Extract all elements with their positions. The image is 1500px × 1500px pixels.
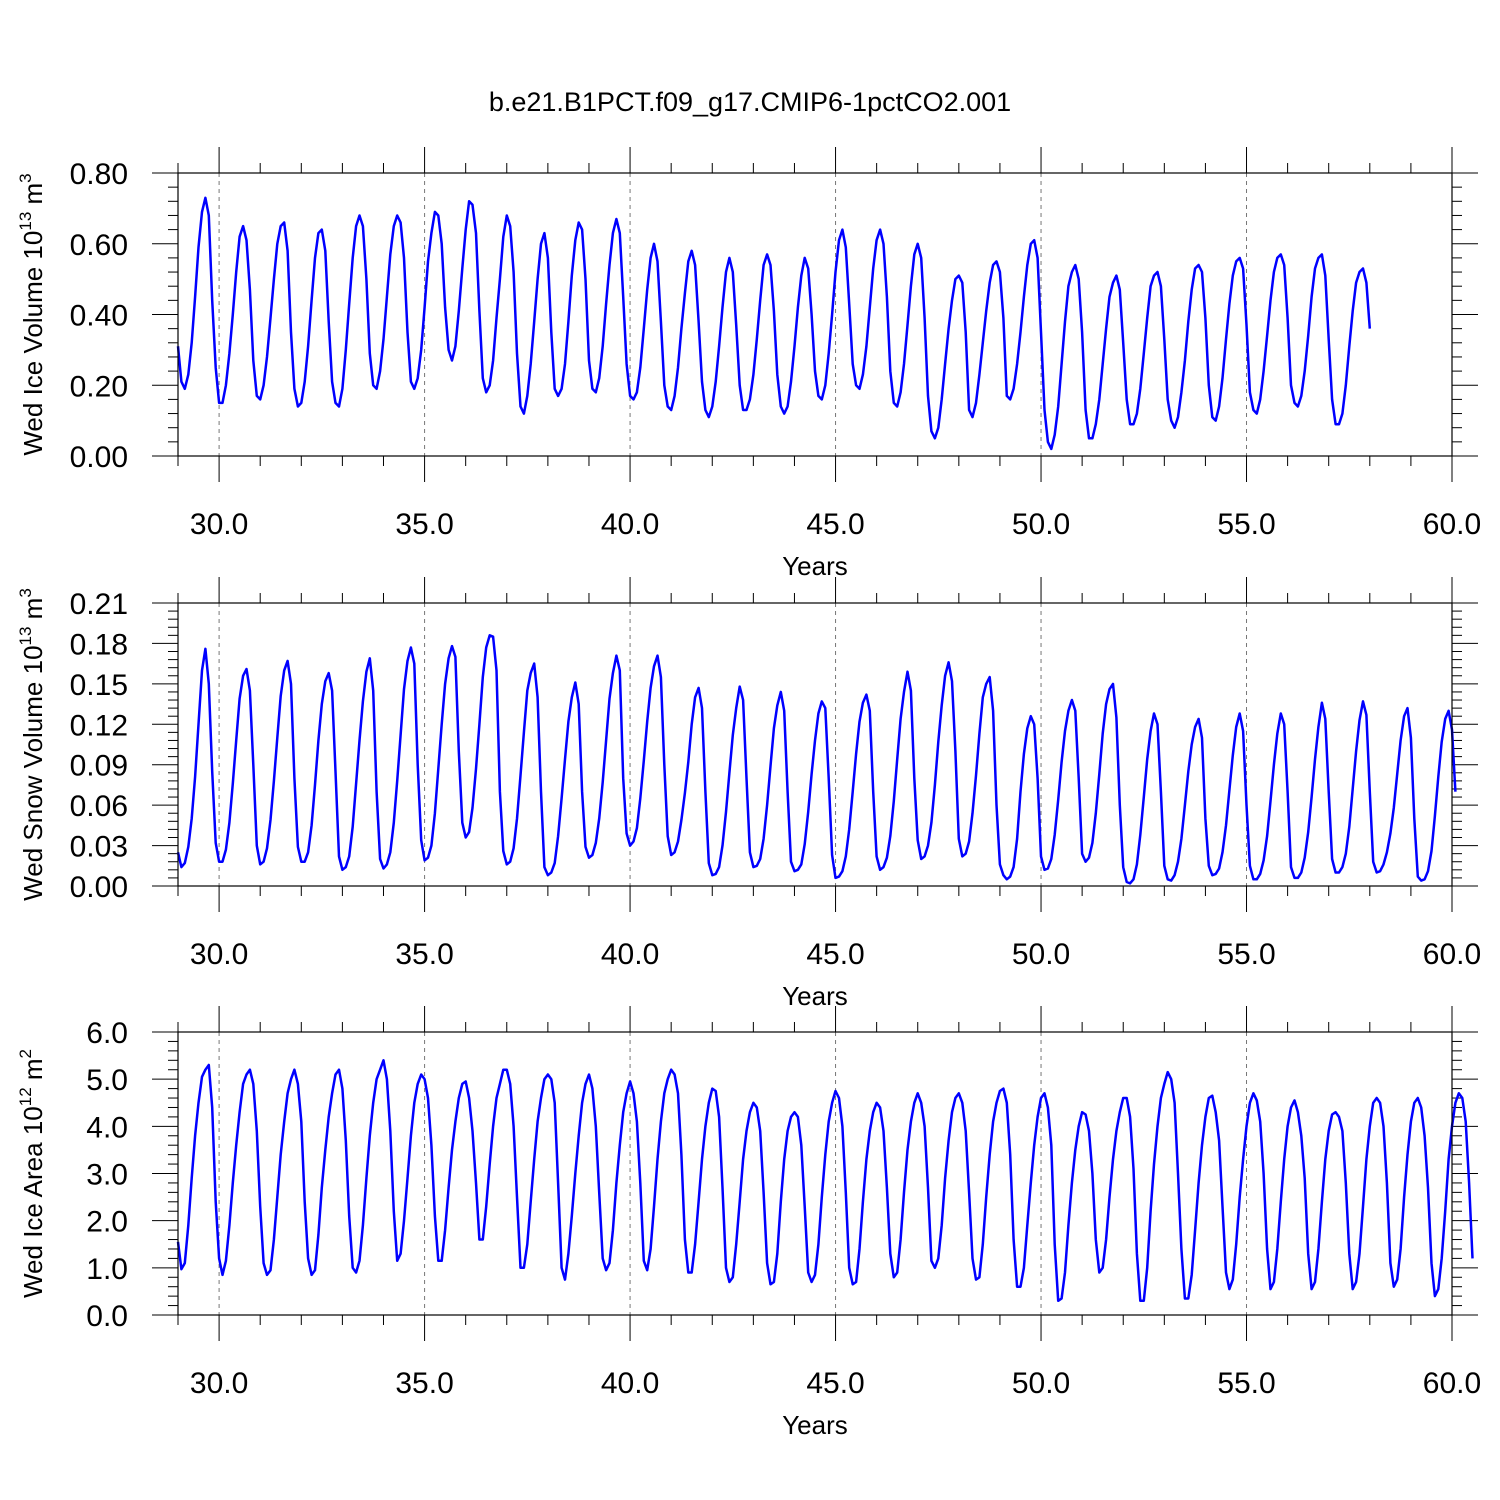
y-tick-label: 0.40 [70, 300, 128, 333]
y-tick-label: 1.0 [86, 1253, 128, 1286]
y-axis-label: Wed Snow Volume 1013 m3 [16, 588, 48, 901]
x-tick-label: 30.0 [190, 938, 248, 971]
series-line [176, 634, 1457, 885]
y-tick-label: 0.21 [70, 588, 128, 621]
x-tick-label: 60.0 [1423, 938, 1481, 971]
y-tick-label: 0.09 [70, 750, 128, 783]
x-tick-label: 55.0 [1217, 508, 1275, 541]
x-tick-label: 30.0 [190, 1367, 248, 1400]
series-line [176, 1059, 1474, 1303]
y-tick-label: 0.80 [70, 158, 128, 191]
x-axis-label: Years [782, 981, 848, 1011]
chart-title: b.e21.B1PCT.f09_g17.CMIP6-1pctCO2.001 [489, 87, 1011, 117]
y-tick-label: 0.0 [86, 1300, 128, 1333]
y-tick-label: 0.00 [70, 871, 128, 904]
x-tick-label: 40.0 [601, 1367, 659, 1400]
x-tick-label: 60.0 [1423, 1367, 1481, 1400]
y-tick-label: 0.06 [70, 790, 128, 823]
x-tick-label: 50.0 [1012, 938, 1070, 971]
y-tick-label: 0.20 [70, 370, 128, 403]
panel-3: 30.0 35.0 40.0 45.0 50.0 55.0 60.0 0.0 1.0 2.0 3.0… [16, 1006, 1481, 1440]
x-tick-label: 60.0 [1423, 508, 1481, 541]
y-axis-label: Wed Ice Volume 1013 m3 [16, 173, 48, 455]
x-tick-label: 35.0 [395, 1367, 453, 1400]
y-tick-label: 0.60 [70, 229, 128, 262]
panel-2: 30.0 35.0 40.0 45.0 50.0 55.0 60.0 0.00 0.03 0.06… [16, 577, 1481, 1011]
y-tick-label: 5.0 [86, 1064, 128, 1097]
y-tick-label: 2.0 [86, 1206, 128, 1239]
plot-frame [177, 1031, 1453, 1316]
panel-1: 30.0 35.0 40.0 45.0 50.0 55.0 60.0 0.00 0.20 0.40… [16, 147, 1481, 581]
x-tick-label: 40.0 [601, 938, 659, 971]
plot-frame [177, 172, 1453, 457]
x-tick-label: 35.0 [395, 938, 453, 971]
x-axis-label: Years [782, 1410, 848, 1440]
y-tick-label: 4.0 [86, 1111, 128, 1144]
x-tick-label: 45.0 [806, 1367, 864, 1400]
x-tick-label: 50.0 [1012, 508, 1070, 541]
series-line [176, 196, 1372, 451]
y-tick-label: 0.18 [70, 628, 128, 661]
x-tick-label: 50.0 [1012, 1367, 1070, 1400]
y-tick-label: 6.0 [86, 1017, 128, 1050]
y-tick-label: 0.12 [70, 709, 128, 742]
x-tick-label: 30.0 [190, 508, 248, 541]
x-tick-label: 35.0 [395, 508, 453, 541]
x-tick-label: 45.0 [806, 508, 864, 541]
x-tick-label: 55.0 [1217, 1367, 1275, 1400]
y-tick-label: 3.0 [86, 1159, 128, 1192]
y-axis-label: Wed Ice Area 1012 m2 [16, 1049, 48, 1298]
x-tick-label: 40.0 [601, 508, 659, 541]
y-tick-label: 0.03 [70, 831, 128, 864]
x-axis-label: Years [782, 551, 848, 581]
y-tick-label: 0.00 [70, 441, 128, 474]
x-tick-label: 45.0 [806, 938, 864, 971]
x-tick-label: 55.0 [1217, 938, 1275, 971]
panels: 30.0 35.0 40.0 45.0 50.0 55.0 60.0 0.00 0.20 0.40… [16, 147, 1481, 1440]
y-tick-label: 0.15 [70, 669, 128, 702]
plot-frame [177, 602, 1453, 887]
